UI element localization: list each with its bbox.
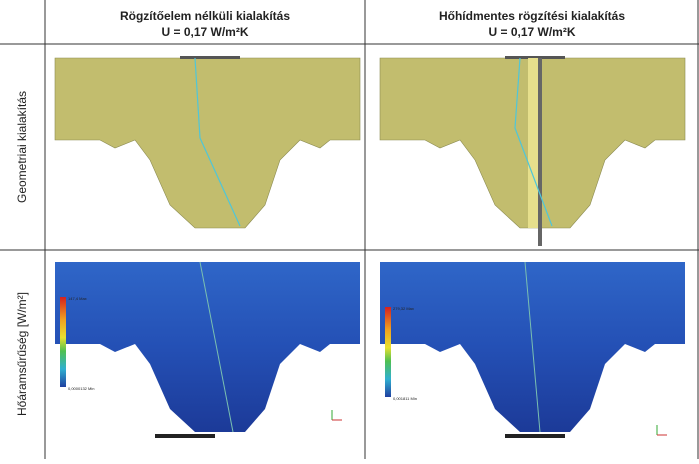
- u-value: U = 0,17 W/m²K: [488, 25, 575, 39]
- legend-min: 0,0000132 Min: [68, 386, 94, 391]
- axis-triad: [332, 410, 667, 435]
- geometry-left: [55, 56, 360, 228]
- column-title: Hőhídmentes rögzítési kialakítás: [439, 9, 625, 23]
- u-value: U = 0,17 W/m²K: [161, 25, 248, 39]
- column-title: Rögzítőelem nélküli kialakítás: [120, 9, 290, 23]
- legend-min: 0,001811 Min: [393, 396, 417, 401]
- document: Rögzítőelem nélküli kialakítás U = 0,17 …: [0, 0, 699, 459]
- heatmap-right: [380, 262, 685, 438]
- row-label: Geometriai kialakítás: [15, 91, 29, 203]
- geometry-right: [380, 56, 685, 246]
- legend-max: 279,32 Max: [393, 306, 414, 311]
- legend-max: 147,4 Max: [68, 296, 87, 301]
- heatmap-left: [55, 262, 360, 438]
- row-label: Hőáramsűrűség [W/m²]: [15, 292, 29, 416]
